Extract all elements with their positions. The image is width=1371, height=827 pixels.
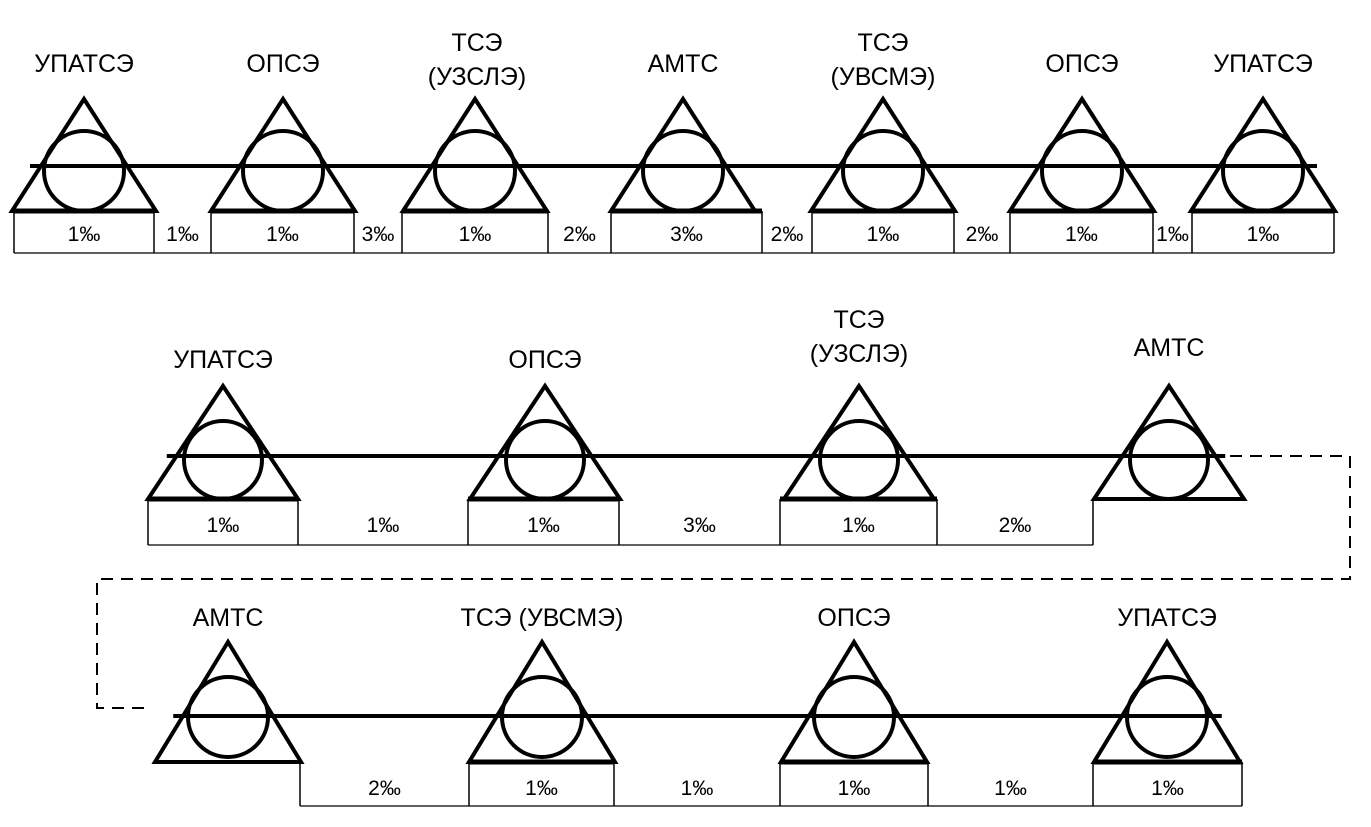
station-circle-icon	[1128, 419, 1210, 501]
connection-lines	[44, 164, 1313, 718]
station-triangle-icon	[399, 95, 551, 213]
station-triangle-icon	[780, 382, 938, 501]
station-label: ТСЭ	[833, 306, 884, 334]
node-loss-value: 1‰	[459, 223, 492, 246]
station-triangle-icon	[1187, 95, 1339, 213]
station-label: (УЗСЛЭ)	[810, 340, 908, 368]
station-triangle-icon	[807, 95, 959, 213]
station-circle-icon	[841, 129, 925, 213]
station-label: АМТС	[648, 50, 719, 78]
station-node: ОПСЭ	[777, 604, 931, 764]
station-node: ОПСЭ	[207, 50, 359, 213]
station-node: УПАТСЭ	[144, 346, 302, 501]
station-triangle-icon	[207, 95, 359, 213]
station-node: УПАТСЭ	[1090, 604, 1244, 764]
station-label: ТСЭ (УВСМЭ)	[461, 604, 624, 632]
station-label: (УЗСЛЭ)	[428, 63, 526, 91]
station-circle-icon	[641, 129, 725, 213]
node-loss-value: 1‰	[867, 223, 900, 246]
link-loss-value: 2‰	[563, 223, 596, 246]
station-node: ОПСЭ	[466, 346, 624, 501]
link-loss-value: 3‰	[362, 223, 395, 246]
node-loss-value: 1‰	[1247, 223, 1280, 246]
station-label: УПАТСЭ	[1117, 604, 1217, 632]
nodes: УПАТСЭ ОПСЭ ТСЭ (УЗСЛЭ) АМТС ТСЭ (УВСМЭ) ОПСЭ УП…	[8, 29, 1339, 764]
station-label: ОПСЭ	[246, 50, 319, 78]
link-loss-value: 1‰	[367, 514, 400, 537]
link-loss-value: 2‰	[368, 777, 401, 800]
station-node: УПАТСЭ	[1187, 50, 1339, 213]
station-node: ТСЭ (УЗСЛЭ)	[399, 29, 551, 213]
station-node: АМТС	[151, 604, 305, 764]
link-loss-value: 2‰	[966, 223, 999, 246]
station-node: ТСЭ (УВСМЭ)	[807, 29, 959, 213]
station-triangle-icon	[1090, 382, 1248, 501]
station-circle-icon	[1040, 129, 1124, 213]
node-loss-value: 1‰	[525, 777, 558, 800]
station-node: АМТС	[607, 50, 759, 213]
loss-scale-bars: 1‰ 1‰ 1‰ 3‰ 1‰ 1‰ 1‰ 1‰ 3‰ 2‰ 2‰ 2‰ 1‰ 1‰ 1‰ 1‰ 1‰ 3‰ 2‰ 1‰…	[13, 208, 1335, 807]
link-loss-value: 2‰	[771, 223, 804, 246]
station-circle-icon	[182, 419, 264, 501]
station-circle-icon	[241, 129, 325, 213]
station-triangle-icon	[151, 638, 305, 764]
station-label: (УВСМЭ)	[831, 63, 936, 91]
station-circle-icon	[504, 419, 586, 501]
station-label: ОПСЭ	[508, 346, 581, 374]
station-node: АМТС	[1090, 334, 1248, 501]
node-loss-value: 1‰	[207, 514, 240, 537]
station-triangle-icon	[8, 95, 160, 213]
node-loss-value: 1‰	[266, 223, 299, 246]
link-loss-value: 1‰	[166, 223, 199, 246]
station-label: ТСЭ	[451, 29, 502, 57]
node-loss-value: 1‰	[1065, 223, 1098, 246]
station-label: УПАТСЭ	[173, 346, 273, 374]
station-triangle-icon	[466, 382, 624, 501]
link-loss-value: 1‰	[994, 777, 1027, 800]
node-loss-value: 1‰	[527, 514, 560, 537]
dashed-continuation-link	[96, 455, 1351, 709]
node-loss-value: 1‰	[1151, 777, 1184, 800]
station-triangle-icon	[144, 382, 302, 501]
link-loss-value: 1‰	[1156, 223, 1189, 246]
node-loss-value: 1‰	[68, 223, 101, 246]
station-circle-icon	[433, 129, 517, 213]
station-triangle-icon	[607, 95, 759, 213]
station-node: ТСЭ (УВСМЭ)	[461, 604, 624, 764]
link-loss-value: 1‰	[681, 777, 714, 800]
node-loss-value: 1‰	[842, 514, 875, 537]
station-label: ТСЭ	[857, 29, 908, 57]
station-triangle-icon	[1006, 95, 1158, 213]
station-node: ОПСЭ	[1006, 50, 1158, 213]
station-label: ОПСЭ	[1045, 50, 1118, 78]
station-label: АМТС	[193, 604, 264, 632]
dashed-link-path	[96, 455, 1351, 709]
station-label: ОПСЭ	[817, 604, 890, 632]
station-label: УПАТСЭ	[1213, 50, 1313, 78]
station-circle-icon	[818, 419, 900, 501]
node-loss-value: 1‰	[838, 777, 871, 800]
link-loss-value: 3‰	[683, 514, 716, 537]
station-circle-icon	[42, 129, 126, 213]
station-triangle-icon	[777, 638, 931, 764]
station-label: АМТС	[1134, 334, 1205, 362]
station-node: ТСЭ (УЗСЛЭ)	[780, 306, 938, 501]
station-circle-icon	[1221, 129, 1305, 213]
link-loss-value: 2‰	[999, 514, 1032, 537]
station-label: УПАТСЭ	[34, 50, 134, 78]
station-triangle-icon	[465, 638, 619, 764]
node-loss-value: 3‰	[670, 223, 703, 246]
station-node: УПАТСЭ	[8, 50, 160, 213]
station-triangle-icon	[1090, 638, 1244, 764]
